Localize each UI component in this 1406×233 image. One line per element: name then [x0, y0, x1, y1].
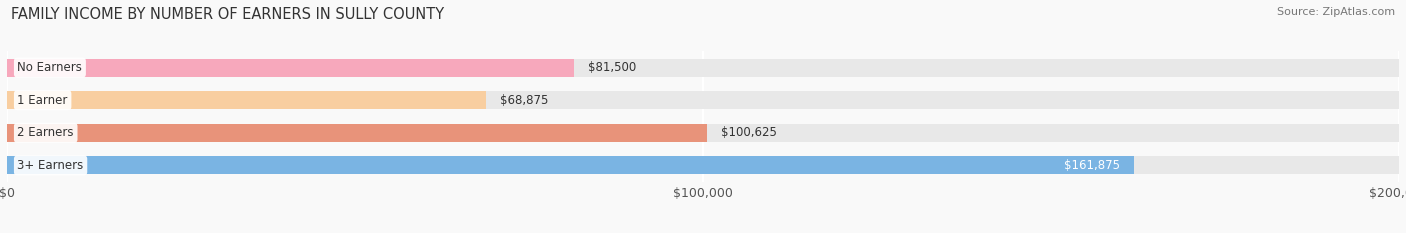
- Bar: [7, 157, 1133, 174]
- Text: $68,875: $68,875: [501, 94, 548, 107]
- Bar: [7, 157, 1399, 174]
- Text: $161,875: $161,875: [1064, 159, 1119, 172]
- Text: FAMILY INCOME BY NUMBER OF EARNERS IN SULLY COUNTY: FAMILY INCOME BY NUMBER OF EARNERS IN SU…: [11, 7, 444, 22]
- Bar: [7, 91, 486, 109]
- Bar: [7, 124, 1399, 142]
- Text: 1 Earner: 1 Earner: [17, 94, 67, 107]
- Text: 3+ Earners: 3+ Earners: [17, 159, 84, 172]
- Bar: [7, 91, 1399, 109]
- Bar: [7, 59, 1399, 76]
- Bar: [7, 59, 574, 76]
- Text: 2 Earners: 2 Earners: [17, 126, 75, 139]
- Text: $81,500: $81,500: [588, 61, 637, 74]
- Text: Source: ZipAtlas.com: Source: ZipAtlas.com: [1277, 7, 1395, 17]
- Bar: [7, 124, 707, 142]
- Text: No Earners: No Earners: [17, 61, 83, 74]
- Text: $100,625: $100,625: [721, 126, 778, 139]
